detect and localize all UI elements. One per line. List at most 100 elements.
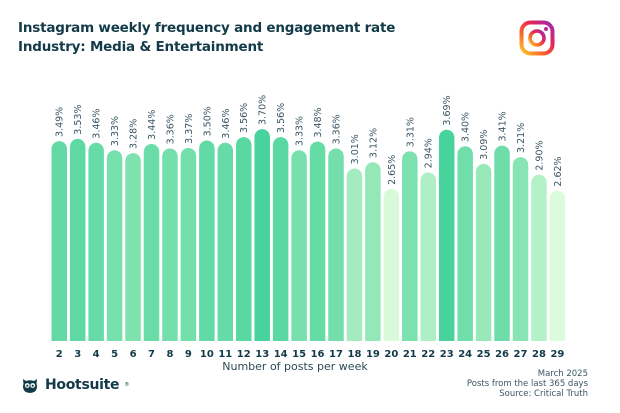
bar-13: [254, 129, 270, 341]
x-tick-10: 10: [200, 349, 214, 360]
x-tick-7: 7: [148, 349, 155, 360]
value-label-9: 3.37%: [184, 114, 195, 144]
bar-17: [328, 148, 344, 341]
value-label-14: 3.56%: [276, 103, 287, 133]
value-label-3: 3.53%: [73, 105, 84, 135]
bar-26: [494, 145, 510, 341]
bars-group: [51, 129, 566, 341]
x-tick-17: 17: [329, 349, 343, 360]
bar-9: [180, 147, 197, 341]
bar-19: [365, 162, 381, 341]
bar-21: [402, 151, 418, 341]
bar-4: [88, 142, 104, 341]
value-label-13: 3.70%: [258, 95, 269, 125]
value-label-5: 3.33%: [110, 116, 121, 146]
value-label-27: 3.21%: [516, 123, 527, 153]
value-label-2: 3.49%: [55, 107, 66, 137]
source-credit: Source: Critical Truth: [499, 389, 588, 399]
x-tick-21: 21: [403, 349, 417, 360]
value-label-21: 3.31%: [405, 117, 416, 147]
x-tick-14: 14: [274, 349, 288, 360]
bar-22: [420, 172, 436, 341]
value-label-23: 3.69%: [442, 95, 453, 125]
x-tick-5: 5: [111, 349, 118, 360]
bar-23: [438, 129, 455, 341]
hootsuite-owl-icon: [23, 379, 37, 393]
value-label-25: 3.09%: [479, 130, 490, 160]
source-period: Posts from the last 365 days: [466, 379, 588, 389]
bar-20: [383, 188, 400, 341]
bar-16: [309, 141, 326, 341]
x-tick-3: 3: [74, 349, 81, 360]
bar-2: [51, 140, 67, 341]
value-label-10: 3.50%: [202, 106, 213, 136]
x-tick-24: 24: [458, 349, 472, 360]
x-tick-29: 29: [550, 349, 564, 360]
source-notes: March 2025 Posts from the last 365 days …: [467, 369, 588, 399]
value-label-24: 3.40%: [461, 112, 472, 142]
bar-11: [217, 142, 234, 341]
brand-registered-mark: ®: [124, 382, 130, 388]
x-tick-23: 23: [440, 349, 454, 360]
x-tick-26: 26: [495, 349, 509, 360]
bar-5: [106, 150, 123, 341]
x-tick-13: 13: [255, 349, 269, 360]
value-label-15: 3.33%: [295, 116, 306, 146]
bar-18: [346, 168, 363, 341]
bar-29: [549, 190, 566, 341]
x-tick-22: 22: [421, 349, 435, 360]
x-tick-15: 15: [292, 349, 306, 360]
chart-subtitle: Industry: Media & Entertainment: [18, 39, 264, 55]
x-tick-19: 19: [366, 349, 380, 360]
x-tick-labels-group: 2 3 4 5 6 7 8 9 10 11 12 13 14 15 16 17 18 19 20 21 22 23 24 25…: [56, 349, 565, 360]
instagram-logo-icon: [519, 20, 555, 56]
bar-15: [291, 150, 307, 341]
value-label-28: 2.90%: [534, 140, 545, 170]
value-label-22: 2.94%: [424, 138, 435, 168]
value-label-17: 3.36%: [332, 114, 343, 144]
x-tick-27: 27: [514, 349, 528, 360]
value-label-19: 3.12%: [368, 128, 379, 158]
value-label-4: 3.46%: [92, 108, 103, 138]
x-tick-6: 6: [130, 349, 137, 360]
value-label-20: 2.65%: [387, 155, 398, 185]
x-axis-title: Number of posts per week: [222, 360, 368, 373]
x-tick-28: 28: [532, 349, 546, 360]
x-tick-2: 2: [56, 349, 63, 360]
value-label-11: 3.46%: [221, 108, 232, 138]
x-tick-16: 16: [311, 349, 325, 360]
bar-14: [272, 136, 289, 341]
value-label-7: 3.44%: [147, 110, 158, 140]
brand-name: Hootsuite: [45, 377, 120, 393]
x-tick-25: 25: [477, 349, 491, 360]
bar-3: [69, 138, 86, 341]
value-label-12: 3.56%: [239, 103, 250, 133]
bar-10: [199, 140, 215, 341]
bar-27: [512, 156, 529, 341]
bar-6: [125, 152, 141, 341]
value-label-26: 3.41%: [498, 111, 509, 141]
x-tick-18: 18: [347, 349, 361, 360]
value-labels-group: 3.49% 3.53% 3.46% 3.33% 3.28% 3.44% 3.36% 3.37%…: [55, 95, 564, 187]
value-label-8: 3.36%: [165, 114, 176, 144]
x-tick-4: 4: [93, 349, 100, 360]
x-tick-20: 20: [384, 349, 398, 360]
value-label-6: 3.28%: [129, 119, 140, 149]
bar-7: [143, 143, 160, 341]
x-tick-11: 11: [218, 349, 232, 360]
bar-12: [236, 136, 252, 341]
value-label-18: 3.01%: [350, 134, 361, 164]
bar-25: [475, 163, 492, 341]
x-tick-9: 9: [185, 349, 192, 360]
bar-28: [531, 174, 547, 341]
x-tick-12: 12: [237, 349, 251, 360]
source-date: March 2025: [537, 369, 588, 379]
x-tick-8: 8: [166, 349, 173, 360]
value-label-29: 2.62%: [553, 156, 564, 186]
bar-8: [162, 148, 178, 341]
value-label-16: 3.48%: [313, 107, 324, 137]
hootsuite-brand: Hootsuite ®: [20, 376, 129, 394]
chart-title: Instagram weekly frequency and engagemen…: [18, 20, 396, 36]
bar-24: [457, 146, 473, 341]
